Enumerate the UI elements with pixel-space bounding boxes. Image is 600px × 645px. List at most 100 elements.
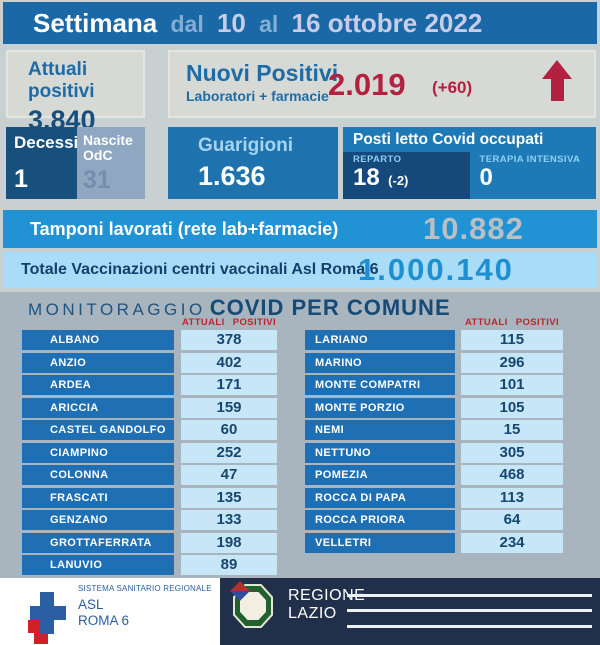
comune-row: COLONNA 47 xyxy=(22,465,277,485)
nascite-odc-label: Nascite OdC xyxy=(83,133,145,163)
comune-row: CIAMPINO 252 xyxy=(22,442,277,463)
footer-regione-lazio: REGIONE LAZIO xyxy=(220,578,600,645)
comune-value: 64 xyxy=(461,510,563,530)
decessi-card: Decessi 1 xyxy=(6,127,79,199)
asl-cross-logo-icon xyxy=(28,592,68,644)
comune-value: 468 xyxy=(461,465,563,485)
comune-name: LANUVIO xyxy=(22,555,174,575)
attuali-positivi-label: Attuali positivi xyxy=(28,59,95,102)
tamponi-value: 10.882 xyxy=(423,211,524,246)
comune-row: GROTTAFERRATA 198 xyxy=(22,532,277,553)
guarigioni-label: Guarigioni xyxy=(198,135,293,156)
comune-row: ARICCIA 159 xyxy=(22,397,277,418)
comune-name: ALBANO xyxy=(22,330,174,350)
nascite-odc-card: Nascite OdC 31 xyxy=(77,127,145,199)
comune-name: COLONNA xyxy=(22,465,174,485)
decorative-line xyxy=(347,625,592,628)
comune-name: MONTE PORZIO CATONE xyxy=(305,397,455,434)
comune-value: 198 xyxy=(181,532,277,553)
comune-row: FRASCATI 135 xyxy=(22,487,277,508)
comune-value: 101 xyxy=(461,375,563,395)
comune-row: NEMI 15 xyxy=(305,420,563,440)
comune-row: MONTE PORZIO CATONE 105 xyxy=(305,397,563,434)
comune-value: 60 xyxy=(181,420,277,440)
reparto-value: 18 xyxy=(353,164,380,191)
comune-name: FRASCATI xyxy=(22,487,174,508)
comune-name: CASTEL GANDOLFO xyxy=(22,420,174,440)
comune-name: MONTE COMPATRI xyxy=(305,375,455,395)
nuovi-positivi-label: Nuovi Positivi xyxy=(186,60,339,86)
nuovi-positivi-sublabel: Laboratori + farmacie xyxy=(186,88,329,104)
comuni-table-right: LARIANO 115 MARINO 296 MONTE COMPATRI 101 MONT… xyxy=(305,330,563,553)
nuovi-positivi-card: Nuovi Positivi Laboratori + farmacie 2.0… xyxy=(168,50,596,118)
comune-name: NEMI xyxy=(305,420,455,440)
from-word: dal xyxy=(170,11,204,37)
comune-name: ROCCA PRIORA xyxy=(305,510,455,530)
comune-row: MONTE COMPATRI 101 xyxy=(305,375,563,395)
tamponi-bar: Tamponi lavorati (rete lab+farmacie) 10.… xyxy=(3,210,597,248)
asl-name-line1: ASL xyxy=(78,597,104,612)
comune-value: 135 xyxy=(181,487,277,508)
comune-row: LANUVIO 89 xyxy=(22,555,277,575)
section-title: MONITORAGGIO COVID PER COMUNE xyxy=(28,295,451,321)
vaccinazioni-bar: Totale Vaccinazioni centri vaccinali Asl… xyxy=(3,252,597,288)
comune-name: GROTTAFERRATA xyxy=(22,532,174,553)
comune-name: GENZANO xyxy=(22,510,174,530)
regione-lazio-emblem-icon xyxy=(230,581,273,628)
comune-value: 47 xyxy=(181,465,277,485)
reparto-label: REPARTO xyxy=(353,154,402,165)
nuovi-positivi-delta: (+60) xyxy=(432,78,473,97)
comune-row: CASTEL GANDOLFO 60 xyxy=(22,420,277,440)
column-header-right: ATTUALI POSITIVI xyxy=(464,317,560,328)
section-title-prefix: MONITORAGGIO xyxy=(28,300,206,319)
comune-value: 105 xyxy=(461,397,563,418)
footer-asl: SISTEMA SANITARIO REGIONALE ASL ROMA 6 xyxy=(0,578,220,645)
posti-letto-card: Posti letto Covid occupati REPARTO 18 (-… xyxy=(343,127,596,199)
nascite-odc-value: 31 xyxy=(83,166,111,194)
comune-value: 252 xyxy=(181,442,277,463)
monitoraggio-comuni-section: MONITORAGGIO COVID PER COMUNE ATTUALI POS… xyxy=(0,292,600,578)
comune-value: 113 xyxy=(461,487,563,508)
to-date: 16 ottobre 2022 xyxy=(291,8,483,38)
comune-name: ARDEA xyxy=(22,375,174,395)
regione-label-line2: LAZIO xyxy=(288,605,337,622)
comune-name: LARIANO xyxy=(305,330,455,350)
comune-row: NETTUNO 305 xyxy=(305,442,563,463)
decessi-label: Decessi xyxy=(14,133,79,152)
column-header-left: ATTUALI POSITIVI xyxy=(181,317,277,328)
comune-row: LARIANO 115 xyxy=(305,330,563,350)
ssr-label: SISTEMA SANITARIO REGIONALE xyxy=(78,584,212,593)
comune-name: VELLETRI xyxy=(305,532,455,553)
trend-up-arrow-icon xyxy=(542,60,572,108)
comune-value: 89 xyxy=(181,555,277,575)
posti-letto-title: Posti letto Covid occupati xyxy=(353,131,544,148)
terapia-intensiva-label: TERAPIA INTENSIVA xyxy=(479,154,581,165)
guarigioni-value: 1.636 xyxy=(198,161,266,191)
vaccinazioni-label: Totale Vaccinazioni centri vaccinali Asl… xyxy=(21,261,379,278)
week-title: Settimana xyxy=(33,8,158,38)
comune-value: 133 xyxy=(181,510,277,530)
reparto-delta: (-2) xyxy=(388,173,409,188)
comuni-table-left: ALBANO 378 ANZIO 402 ARDEA 171 ARICCIA 159 CASTE… xyxy=(22,330,277,575)
comune-row: VELLETRI 234 xyxy=(305,532,563,553)
comune-value: 402 xyxy=(181,352,277,373)
decorative-line xyxy=(347,594,592,597)
comune-name: CIAMPINO xyxy=(22,442,174,463)
from-date: 10 xyxy=(216,8,246,38)
comune-value: 234 xyxy=(461,532,563,553)
regione-label-line1: REGIONE xyxy=(288,587,366,604)
comune-name: ANZIO xyxy=(22,352,174,373)
section-title-main: COVID PER COMUNE xyxy=(209,295,451,320)
comune-row: ANZIO 402 xyxy=(22,352,277,373)
comune-row: ARDEA 171 xyxy=(22,375,277,395)
attuali-positivi-card: Attuali positivi 3.840 xyxy=(6,50,145,135)
nascite-label-line1: Nascite xyxy=(83,132,133,148)
guarigioni-card: Guarigioni 1.636 xyxy=(168,127,338,199)
comune-value: 159 xyxy=(181,397,277,418)
reparto-box: REPARTO 18 (-2) xyxy=(343,152,470,199)
header-bar: Settimana dal 10 al 16 ottobre 2022 xyxy=(3,2,597,44)
comune-name: NETTUNO xyxy=(305,442,455,463)
comune-name: POMEZIA xyxy=(305,465,455,485)
comune-row: ALBANO 378 xyxy=(22,330,277,350)
